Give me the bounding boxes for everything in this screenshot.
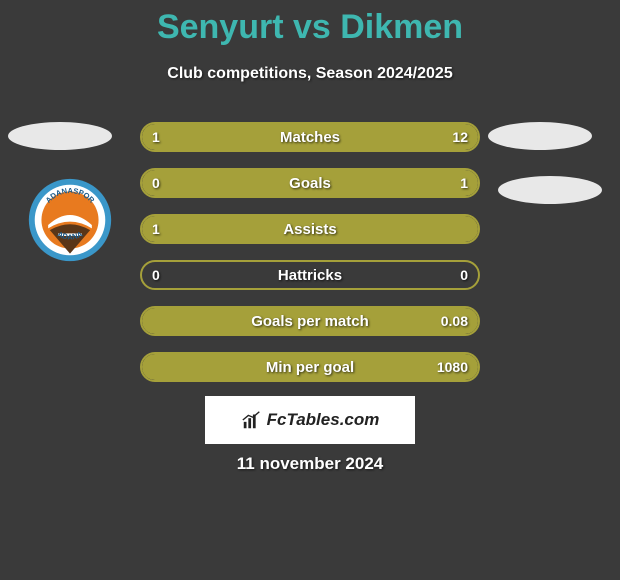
stat-bar: 0.08Goals per match xyxy=(140,306,480,336)
page-subtitle: Club competitions, Season 2024/2025 xyxy=(0,65,620,83)
decorative-ellipse xyxy=(8,122,112,150)
bar-label: Goals per match xyxy=(142,308,478,334)
stat-bar: 01Goals xyxy=(140,168,480,198)
bar-label: Min per goal xyxy=(142,354,478,380)
decorative-ellipse xyxy=(488,122,592,150)
club-badge: ADANASPOR ADANA xyxy=(28,178,112,262)
bar-label: Matches xyxy=(142,124,478,150)
bar-label: Hattricks xyxy=(142,262,478,288)
footer-date: 11 november 2024 xyxy=(0,454,620,474)
chart-icon xyxy=(241,409,263,431)
stat-bar: 1080Min per goal xyxy=(140,352,480,382)
footer-brand-text: FcTables.com xyxy=(267,410,380,430)
footer-brand-box: FcTables.com xyxy=(205,396,415,444)
page-title: Senyurt vs Dikmen xyxy=(0,0,620,47)
decorative-ellipse xyxy=(498,176,602,204)
bar-label: Assists xyxy=(142,216,478,242)
stat-bar: 00Hattricks xyxy=(140,260,480,290)
stat-bar: 112Matches xyxy=(140,122,480,152)
stat-bar: 1Assists xyxy=(140,214,480,244)
bar-label: Goals xyxy=(142,170,478,196)
comparison-bars: 112Matches 01Goals 1Assists 00Hattricks 0.08… xyxy=(140,122,480,398)
